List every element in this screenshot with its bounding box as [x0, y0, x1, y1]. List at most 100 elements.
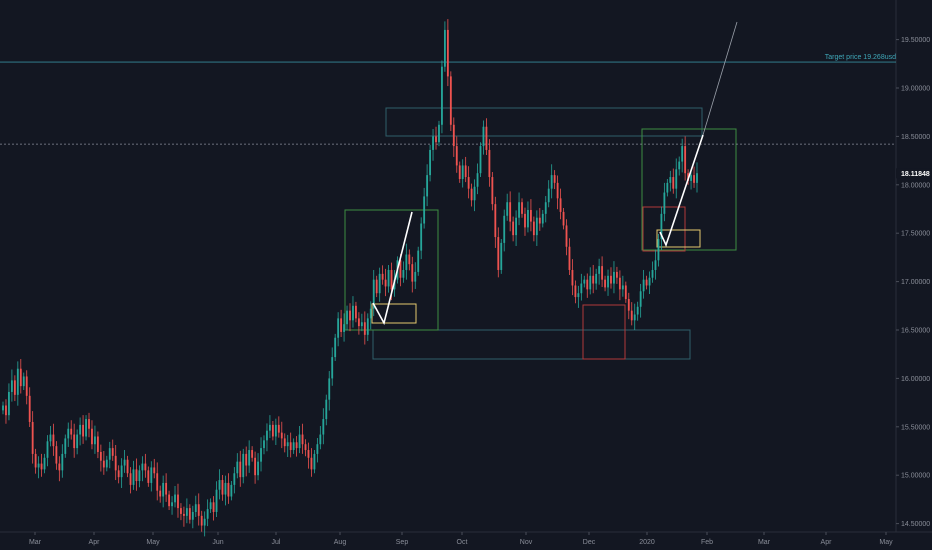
- candle-body: [592, 275, 595, 284]
- y-tick-label: 14.50000: [901, 521, 930, 528]
- candle: [654, 249, 657, 280]
- candle-body: [260, 448, 262, 462]
- candle: [286, 434, 289, 458]
- y-tick-label: 16.00000: [901, 376, 930, 383]
- candle-body: [37, 463, 40, 468]
- y-tick-label: 18.00000: [901, 182, 930, 189]
- candle-body: [209, 502, 212, 510]
- candle: [67, 422, 70, 447]
- candle: [577, 285, 580, 308]
- candle-body: [390, 269, 393, 290]
- candle-body: [102, 460, 105, 468]
- candle-body: [616, 271, 618, 278]
- candle-body: [446, 29, 449, 77]
- candle: [236, 453, 239, 479]
- candle-body: [185, 508, 188, 516]
- candle-body: [693, 175, 695, 183]
- candle: [574, 280, 577, 304]
- candle-body: [289, 442, 292, 451]
- candle: [438, 120, 440, 147]
- candle-body: [194, 504, 197, 512]
- candle: [479, 142, 482, 178]
- candle-body: [67, 428, 70, 439]
- candle-body: [518, 202, 520, 218]
- candle: [194, 495, 197, 518]
- candle: [88, 412, 90, 438]
- candle: [443, 21, 446, 72]
- candle-body: [197, 504, 200, 516]
- candle-body: [150, 467, 153, 483]
- candle: [446, 19, 449, 87]
- candle-body: [441, 66, 443, 125]
- candle-body: [672, 177, 675, 189]
- breakout-green-box-left: [344, 209, 439, 331]
- candle: [414, 262, 417, 289]
- candle: [94, 425, 96, 454]
- candle-body: [171, 502, 173, 507]
- candle-body: [135, 469, 138, 482]
- candle: [141, 456, 144, 482]
- candle: [355, 301, 357, 323]
- candle-body: [191, 511, 194, 520]
- candle-body: [556, 182, 559, 199]
- candle-body: [639, 291, 642, 307]
- candle: [174, 486, 176, 508]
- candle: [224, 475, 227, 506]
- candle: [586, 273, 589, 298]
- candle-body: [488, 149, 491, 178]
- candle-body: [165, 482, 168, 495]
- candle-body: [357, 318, 360, 327]
- candle-body: [277, 424, 280, 433]
- candle-body: [515, 217, 518, 236]
- candle: [337, 312, 340, 347]
- candle-body: [642, 279, 645, 292]
- breakout-green-box-right: [641, 128, 737, 251]
- candle-body: [607, 275, 609, 288]
- candle-body: [624, 285, 627, 300]
- candle: [366, 313, 369, 342]
- candle: [681, 138, 684, 173]
- y-tick-label: 17.00000: [901, 279, 930, 286]
- candle: [218, 469, 221, 500]
- candle: [672, 168, 675, 194]
- resistance-zone-box: [385, 107, 703, 137]
- candle: [153, 458, 156, 479]
- support-zone-box: [372, 329, 691, 360]
- candle-body: [494, 204, 497, 238]
- candle: [5, 399, 7, 424]
- candle-body: [666, 182, 669, 193]
- candle-body: [283, 438, 286, 447]
- candle: [31, 411, 34, 464]
- candle-body: [304, 444, 307, 451]
- candle: [503, 209, 506, 252]
- candle-body: [657, 239, 660, 261]
- candle: [310, 448, 313, 477]
- candle-body: [598, 266, 601, 274]
- candle: [387, 264, 390, 293]
- candle-body: [604, 279, 606, 288]
- candle: [675, 158, 678, 199]
- candle: [693, 166, 695, 188]
- candle: [55, 441, 58, 470]
- candle-body: [248, 450, 251, 466]
- candle: [8, 383, 10, 421]
- candle: [168, 490, 171, 511]
- candle-body: [467, 177, 470, 189]
- candle-body: [82, 424, 84, 437]
- candle-body: [271, 424, 274, 437]
- candle-body: [85, 419, 87, 437]
- candle: [79, 417, 82, 446]
- candle: [135, 458, 138, 491]
- candle: [482, 120, 485, 155]
- candle: [322, 408, 325, 445]
- candle-body: [595, 273, 598, 284]
- candle-body: [654, 260, 657, 270]
- x-tick-label: 2020: [639, 539, 655, 546]
- candle-body: [684, 146, 687, 174]
- candle-body: [527, 209, 529, 228]
- candle: [298, 426, 301, 454]
- annotation-zones: [344, 107, 737, 360]
- candle: [580, 273, 583, 301]
- candle: [105, 455, 108, 472]
